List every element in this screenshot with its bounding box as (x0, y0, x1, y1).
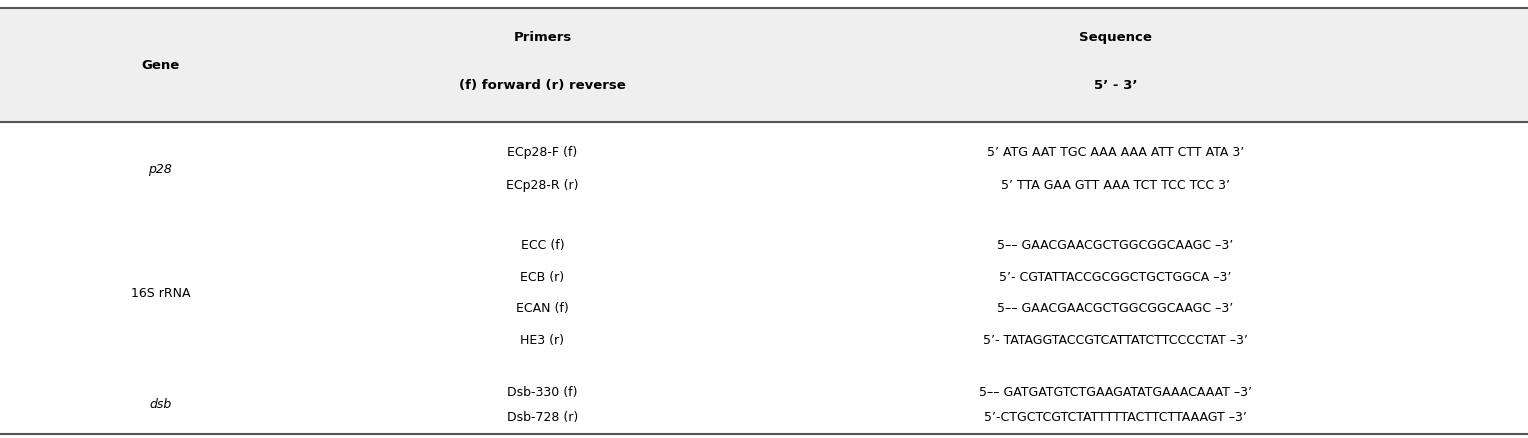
Text: 5’- CGTATTACCGCGGCTGCTGGCA –3’: 5’- CGTATTACCGCGGCTGCTGGCA –3’ (999, 270, 1232, 283)
Text: 5’ - 3’: 5’ - 3’ (1094, 79, 1137, 92)
Text: Dsb-330 (f): Dsb-330 (f) (507, 385, 578, 398)
Text: ECp28-F (f): ECp28-F (f) (507, 146, 578, 159)
Text: (f) forward (r) reverse: (f) forward (r) reverse (458, 79, 626, 92)
Text: Dsb-728 (r): Dsb-728 (r) (507, 410, 578, 423)
Text: 16S rRNA: 16S rRNA (131, 286, 189, 299)
Text: ECC (f): ECC (f) (521, 239, 564, 251)
Text: HE3 (r): HE3 (r) (521, 333, 564, 346)
Text: ECp28-R (r): ECp28-R (r) (506, 179, 579, 191)
Text: 5–– GATGATGTCTGAAGATATGAAACAAAT –3’: 5–– GATGATGTCTGAAGATATGAAACAAAT –3’ (979, 385, 1251, 398)
Text: Gene: Gene (141, 59, 180, 72)
Text: 5’ TTA GAA GTT AAA TCT TCC TCC 3’: 5’ TTA GAA GTT AAA TCT TCC TCC 3’ (1001, 179, 1230, 191)
Text: ECAN (f): ECAN (f) (516, 302, 568, 314)
Text: 5–– GAACGAACGCTGGCGGCAAGC –3’: 5–– GAACGAACGCTGGCGGCAAGC –3’ (998, 239, 1233, 251)
Text: 5’-CTGCTCGTCTATTTTTACTTCTTAAAGT –3’: 5’-CTGCTCGTCTATTTTTACTTCTTAAAGT –3’ (984, 410, 1247, 423)
Text: Primers: Primers (513, 31, 571, 44)
Text: 5–– GAACGAACGCTGGCGGCAAGC –3’: 5–– GAACGAACGCTGGCGGCAAGC –3’ (998, 302, 1233, 314)
Bar (0, 9, 1528, 123)
Text: Sequence: Sequence (1079, 31, 1152, 44)
Text: dsb: dsb (150, 398, 171, 410)
Text: 5’ ATG AAT TGC AAA AAA ATT CTT ATA 3’: 5’ ATG AAT TGC AAA AAA ATT CTT ATA 3’ (987, 146, 1244, 159)
Text: 5’- TATAGGTACCGTCATTATCTTCCCCTAT –3’: 5’- TATAGGTACCGTCATTATCTTCCCCTAT –3’ (983, 333, 1248, 346)
Text: ECB (r): ECB (r) (521, 270, 564, 283)
Text: p28: p28 (148, 162, 173, 175)
